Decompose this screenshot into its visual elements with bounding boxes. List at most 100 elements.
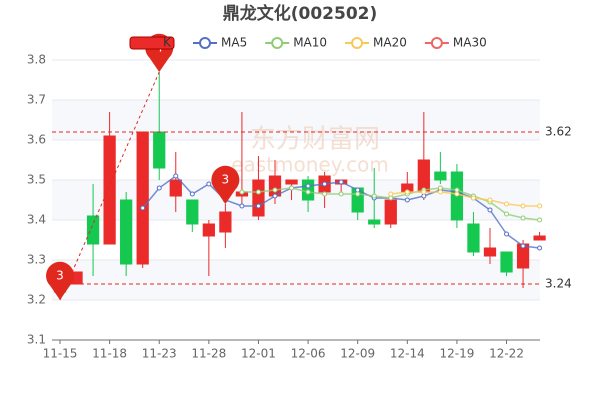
chart-title: 鼎龙文化(002502) [223, 3, 378, 24]
candle-body [202, 223, 215, 237]
x-tick-label: 11-18 [92, 347, 127, 361]
ma-point [338, 191, 344, 197]
candle-body [153, 131, 166, 169]
candle-body [86, 215, 100, 245]
mark-line-label: 3.24 [545, 277, 572, 291]
candle-body [103, 135, 116, 245]
mark-pin-label: 3 [56, 269, 64, 283]
ma-point [272, 187, 278, 193]
y-tick-label: 3.6 [27, 133, 46, 147]
x-tick-label: 12-01 [241, 347, 276, 361]
watermark: 东方财富网 [250, 125, 380, 155]
ma-point [437, 185, 443, 191]
candle-body [268, 175, 282, 197]
ma-point [520, 243, 526, 249]
ma-point [355, 187, 361, 193]
ma-point [355, 191, 361, 197]
ma-point [289, 185, 295, 191]
ma-point [454, 191, 460, 197]
candle-body [467, 223, 480, 253]
legend-swatch [271, 37, 284, 49]
mark-pin [46, 261, 74, 300]
candle-body [120, 199, 133, 265]
mark-line-label: 3.62 [545, 125, 572, 139]
ma-point [371, 193, 377, 199]
candle-body [368, 219, 381, 225]
legend-label: MA20 [373, 36, 407, 50]
ma-point [322, 181, 328, 187]
candle-body [169, 179, 182, 197]
ma-point [504, 201, 510, 207]
legend-label: MA10 [293, 36, 327, 50]
ma-point [421, 193, 427, 199]
ma-point [421, 189, 427, 195]
ma-point [206, 181, 212, 187]
ma-point [322, 191, 328, 197]
ma-point [520, 203, 526, 209]
ma-point [487, 207, 493, 213]
ma-point [404, 189, 410, 195]
ma-point [520, 215, 526, 221]
ma-point [537, 217, 543, 223]
ma-point [140, 205, 146, 211]
ma-point [239, 189, 245, 195]
candle-body [417, 159, 430, 193]
candle-body [384, 199, 397, 225]
ma-point [470, 195, 476, 201]
x-tick-label: 11-28 [191, 347, 226, 361]
legend-swatch [351, 37, 364, 49]
legend-label: MA30 [453, 36, 487, 50]
ma-point [487, 197, 493, 203]
candle-body [483, 247, 497, 257]
x-tick-label: 12-19 [439, 347, 474, 361]
ma-point [388, 195, 394, 201]
ma-point [173, 173, 179, 179]
ma-point [255, 203, 261, 209]
ma-line [390, 191, 540, 207]
ma-point [156, 185, 162, 191]
legend-swatch [430, 37, 443, 49]
legend-swatch [129, 36, 175, 50]
legend-label: K [163, 36, 172, 50]
grid-band [52, 100, 540, 140]
candle-body [434, 171, 447, 181]
ma-point [338, 179, 344, 185]
ma-point [504, 211, 510, 217]
candle-body [186, 199, 199, 225]
x-tick-label: 11-23 [142, 347, 177, 361]
ma-point [504, 231, 510, 237]
mark-pin-label: 3 [222, 173, 230, 187]
ma-point [388, 191, 394, 197]
y-tick-label: 3.7 [27, 93, 46, 107]
legend-label: MA5 [221, 36, 247, 50]
mark-pin [211, 165, 240, 204]
y-tick-label: 3.8 [27, 53, 46, 67]
x-tick-label: 12-14 [390, 347, 425, 361]
x-tick-label: 12-09 [340, 347, 375, 361]
candle-body [136, 131, 149, 265]
candle-body [533, 235, 546, 241]
grid-band [52, 260, 540, 300]
ma-point [255, 189, 261, 195]
watermark: eastmoney.com [231, 153, 389, 177]
x-tick-label: 12-22 [489, 347, 524, 361]
ma-point [454, 187, 460, 193]
y-tick-label: 3.1 [27, 333, 46, 347]
y-tick-label: 3.2 [27, 293, 46, 307]
x-tick-label: 12-06 [291, 347, 326, 361]
ma-point [437, 189, 443, 195]
ma-point [404, 197, 410, 203]
candle-body [500, 251, 513, 273]
candle-body [285, 179, 298, 185]
ma-point [189, 191, 195, 197]
candle-body [252, 179, 265, 217]
ma-point [537, 245, 543, 251]
ma-point [305, 189, 311, 195]
legend-swatch [199, 37, 211, 49]
ma-point [272, 193, 278, 199]
y-tick-label: 3.3 [27, 253, 46, 267]
ma-point [239, 203, 245, 209]
candle-body [219, 211, 232, 233]
x-tick-label: 11-15 [43, 347, 78, 361]
